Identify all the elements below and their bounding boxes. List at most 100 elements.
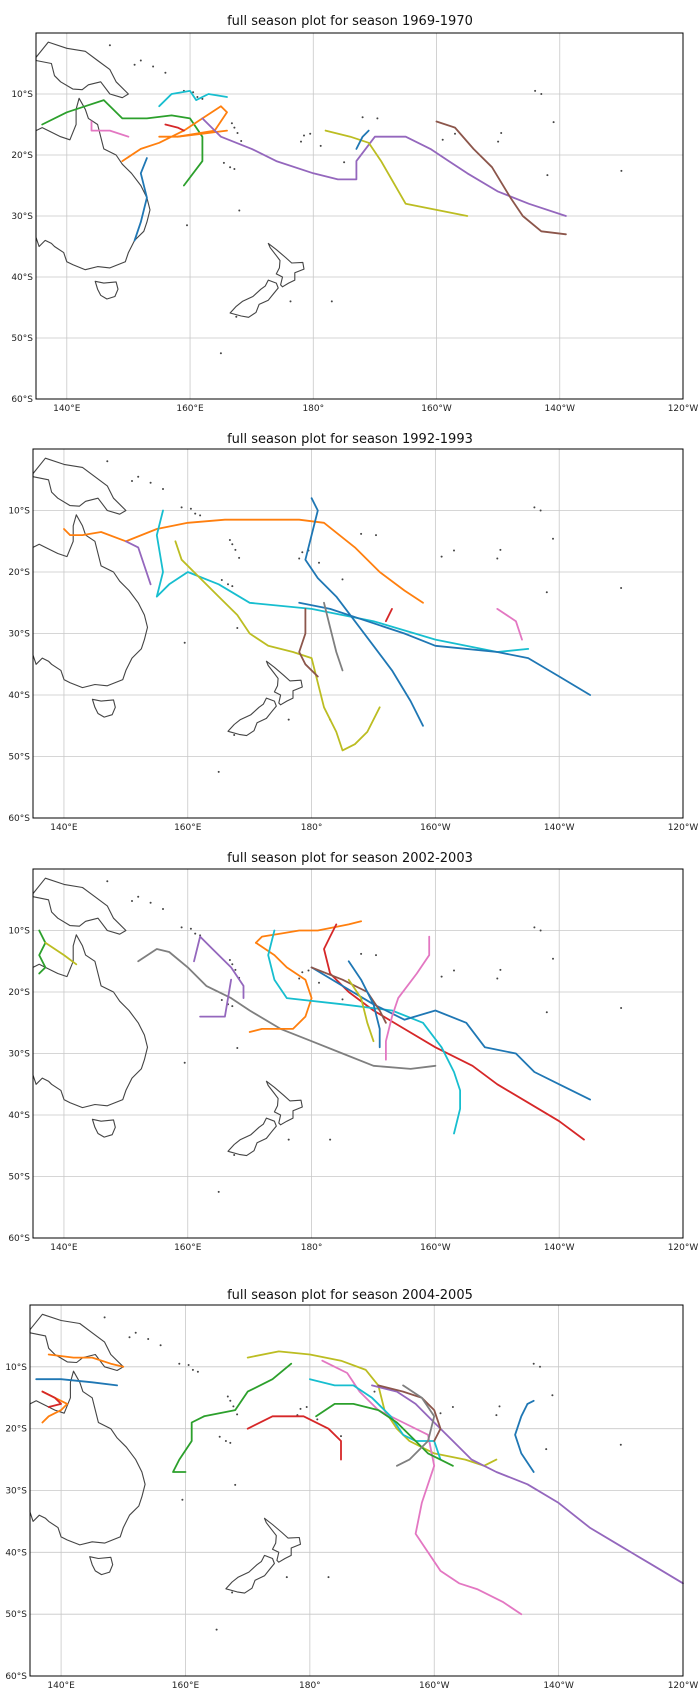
island bbox=[500, 132, 503, 134]
island bbox=[183, 641, 186, 644]
island bbox=[218, 1435, 221, 1438]
island bbox=[539, 509, 542, 512]
cyclone-track bbox=[63, 518, 424, 604]
cyclone-track bbox=[298, 608, 319, 678]
island bbox=[620, 587, 623, 589]
island bbox=[219, 352, 222, 355]
island bbox=[496, 557, 499, 560]
coastline bbox=[91, 698, 116, 718]
island bbox=[533, 506, 536, 509]
island bbox=[340, 1435, 342, 1438]
island bbox=[301, 551, 304, 554]
island bbox=[217, 1190, 220, 1193]
y-tick-label: 40°S bbox=[11, 273, 33, 283]
island bbox=[133, 63, 136, 66]
island bbox=[330, 300, 333, 303]
island bbox=[180, 506, 183, 509]
island bbox=[361, 116, 364, 119]
island bbox=[191, 1368, 194, 1371]
island bbox=[620, 169, 623, 172]
island bbox=[229, 1441, 232, 1444]
island bbox=[103, 1316, 106, 1319]
island bbox=[497, 140, 500, 143]
island bbox=[189, 507, 192, 510]
island bbox=[552, 537, 554, 540]
coastline bbox=[91, 1118, 116, 1138]
island bbox=[233, 1154, 236, 1156]
island bbox=[194, 512, 197, 515]
x-tick-label: 120°W bbox=[668, 1681, 699, 1691]
island bbox=[453, 549, 455, 552]
cyclone-track bbox=[384, 935, 431, 1061]
map-panel-2: 140°E 160°E 180° 160°W 140°W 120°W 10°S 20°S 30°… bbox=[8, 448, 698, 833]
cyclone-track bbox=[121, 105, 228, 163]
x-tick-label: 140°W bbox=[544, 404, 575, 414]
cyclone-track bbox=[347, 960, 381, 1049]
island bbox=[327, 1576, 330, 1579]
island bbox=[309, 132, 312, 135]
island bbox=[147, 1338, 150, 1340]
island bbox=[224, 1440, 227, 1442]
coastline bbox=[265, 1080, 303, 1126]
island bbox=[546, 174, 549, 177]
island bbox=[222, 161, 225, 164]
island bbox=[532, 1362, 535, 1365]
island bbox=[375, 954, 377, 957]
island bbox=[499, 548, 502, 551]
coastline bbox=[267, 242, 305, 288]
map-panel-4: 140°E 160°E 180° 160°W 140°W 120°W 10°S 20°S 30°… bbox=[5, 1304, 699, 1691]
island bbox=[108, 44, 111, 47]
island bbox=[298, 977, 301, 980]
island bbox=[298, 557, 301, 560]
island bbox=[183, 1061, 186, 1064]
map-panel-3: 140°E 160°E 180° 160°W 140°W 120°W 10°S 20°S 30°… bbox=[8, 868, 698, 1253]
cyclone-track bbox=[267, 929, 462, 1135]
y-tick-label: 50°S bbox=[8, 1173, 30, 1183]
coastline bbox=[89, 1556, 114, 1576]
island bbox=[300, 140, 302, 143]
island bbox=[131, 900, 133, 902]
coastline bbox=[265, 660, 303, 706]
island bbox=[134, 1331, 137, 1334]
cyclone-track bbox=[323, 601, 344, 672]
y-tick-label: 30°S bbox=[8, 1050, 30, 1060]
coastline bbox=[229, 279, 279, 318]
island bbox=[289, 300, 292, 303]
coastline bbox=[35, 97, 151, 271]
island bbox=[539, 1365, 541, 1368]
y-tick-label: 20°S bbox=[8, 568, 30, 578]
island bbox=[164, 71, 167, 74]
cyclone-track bbox=[304, 497, 424, 727]
y-tick-label: 20°S bbox=[11, 151, 33, 161]
cyclone-track bbox=[158, 90, 228, 108]
island bbox=[227, 583, 229, 586]
island bbox=[128, 1336, 131, 1339]
island bbox=[194, 932, 197, 935]
island bbox=[619, 1443, 622, 1446]
cyclone-track bbox=[199, 978, 233, 1018]
island bbox=[181, 1498, 184, 1501]
cyclone-track bbox=[395, 1384, 436, 1467]
x-tick-label: 160°E bbox=[176, 404, 204, 414]
cyclone-track bbox=[310, 966, 591, 1101]
coastline bbox=[227, 697, 277, 737]
x-tick-label: 180° bbox=[301, 823, 323, 833]
island bbox=[376, 117, 379, 120]
island bbox=[301, 971, 304, 974]
season-panel-1: full season plot for season 1969-1970 bbox=[0, 0, 700, 410]
island bbox=[373, 1390, 376, 1393]
cyclone-track bbox=[44, 941, 78, 966]
island bbox=[152, 65, 155, 68]
y-tick-label: 10°S bbox=[11, 90, 33, 100]
island bbox=[375, 534, 377, 537]
cyclone-track bbox=[90, 120, 130, 138]
island bbox=[234, 548, 237, 551]
island bbox=[233, 734, 236, 736]
island bbox=[231, 585, 234, 588]
island bbox=[287, 1138, 290, 1141]
cyclone-track bbox=[246, 1415, 342, 1461]
island bbox=[539, 929, 542, 932]
cyclone-track bbox=[133, 157, 148, 242]
island bbox=[545, 1011, 548, 1014]
island bbox=[495, 1414, 498, 1417]
